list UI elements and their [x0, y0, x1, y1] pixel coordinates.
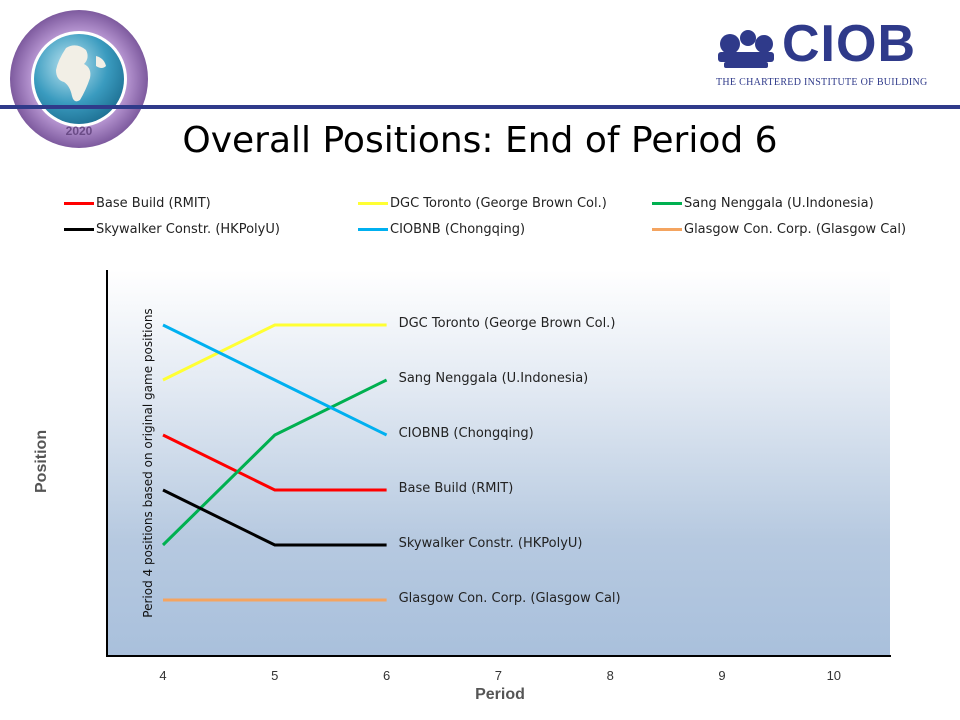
x-tick-label: 8	[606, 668, 614, 683]
legend-item: DGC Toronto (George Brown Col.)	[358, 196, 607, 211]
legend-item: Skywalker Constr. (HKPolyU)	[64, 222, 280, 237]
series-end-label: Base Build (RMIT)	[398, 481, 514, 496]
legend-item: CIOBNB (Chongqing)	[358, 222, 525, 237]
y-axis	[106, 270, 108, 657]
series-end-label: CIOBNB (Chongqing)	[398, 426, 534, 441]
series-line-5	[162, 323, 388, 437]
legend-swatch	[64, 202, 94, 205]
plot-area	[107, 270, 890, 656]
legend-item: Base Build (RMIT)	[64, 196, 211, 211]
ciob-subtitle: THE CHARTERED INSTITUTE OF BUILDING	[716, 77, 928, 88]
x-tick-label: 6	[382, 668, 391, 683]
x-axis	[106, 655, 891, 657]
page-title: Overall Positions: End of Period 6	[182, 120, 778, 161]
legend-label: Glasgow Con. Corp. (Glasgow Cal)	[684, 222, 907, 237]
legend-label: DGC Toronto (George Brown Col.)	[390, 196, 607, 211]
header-rule	[0, 105, 960, 109]
ciob-wordmark: CIOB	[782, 15, 916, 73]
series-line-4	[162, 488, 387, 547]
series-end-label: Skywalker Constr. (HKPolyU)	[398, 536, 583, 551]
x-axis-title: Period	[475, 686, 525, 703]
global-student-challenge-logo	[10, 10, 148, 148]
legend-label: Base Build (RMIT)	[96, 196, 211, 211]
legend-item: Sang Nenggala (U.Indonesia)	[652, 196, 874, 211]
legend-swatch	[652, 228, 682, 231]
x-tick-label: 7	[494, 668, 502, 683]
legend-item: Glasgow Con. Corp. (Glasgow Cal)	[652, 222, 906, 237]
legend-label: CIOBNB (Chongqing)	[390, 222, 526, 237]
series-end-label: Sang Nenggala (U.Indonesia)	[398, 371, 589, 386]
badge-year: 2020	[65, 124, 93, 138]
series-line-2	[162, 323, 387, 382]
legend-swatch	[64, 228, 94, 231]
x-tick-label: 10	[826, 668, 842, 683]
legend-swatch	[358, 228, 388, 231]
legend-label: Sang Nenggala (U.Indonesia)	[684, 196, 874, 211]
y-axis-note: Period 4 positions based on original gam…	[141, 308, 155, 618]
legend-label: Skywalker Constr. (HKPolyU)	[96, 222, 280, 237]
series-line-3	[161, 378, 388, 547]
series-line-1	[162, 433, 387, 492]
y-axis-title: Position	[33, 429, 50, 493]
ciob-crest-icon	[718, 30, 774, 68]
legend-swatch	[358, 202, 388, 205]
x-tick-label: 5	[271, 668, 279, 683]
legend-swatch	[652, 202, 682, 205]
x-tick-label: 9	[718, 668, 726, 683]
x-tick-label: 4	[159, 668, 167, 683]
series-end-label: DGC Toronto (George Brown Col.)	[398, 316, 616, 331]
series-end-label: Glasgow Con. Corp. (Glasgow Cal)	[398, 591, 621, 606]
